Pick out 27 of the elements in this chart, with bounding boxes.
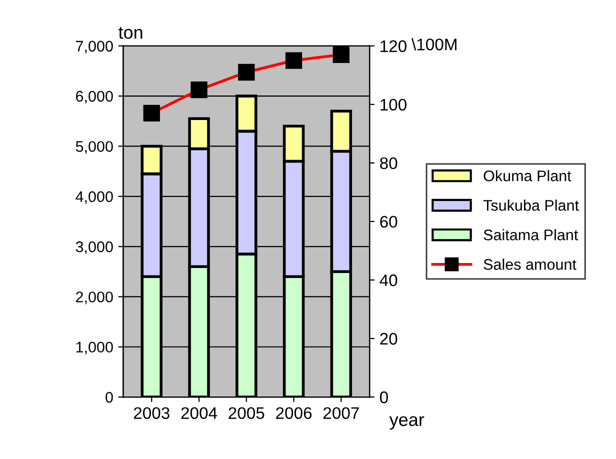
legend-label: Saitama Plant (484, 229, 578, 240)
x-tick-label: 2005 (228, 407, 264, 419)
y2-tick-label: 60 (380, 216, 398, 228)
y-tick-label: 6,000 (76, 90, 113, 104)
x-tick-label: 2006 (276, 407, 312, 419)
y2-tick-label: 0 (380, 391, 388, 404)
y2-tick-label: 80 (380, 157, 398, 170)
y-tick-label: 1,000 (76, 342, 113, 354)
y-tick-label: 4,000 (76, 191, 113, 204)
legend-label: Sales amount (484, 258, 576, 270)
y2-axis-title: \100M (411, 38, 456, 50)
y-tick-label: 7,000 (76, 40, 113, 54)
y-tick-label: 0 (106, 392, 113, 403)
y-axis-title: ton (118, 26, 142, 39)
y2-tick-label: 120 (380, 40, 406, 52)
legend-label: Okuma Plant (484, 170, 572, 182)
x-tick-label: 2004 (181, 407, 218, 419)
y-tick-label: 3,000 (76, 241, 113, 254)
y2-tick-label: 20 (380, 332, 398, 345)
x-tick-label: 2007 (323, 407, 359, 419)
legend-label: Tsukuba Plant (483, 200, 579, 211)
y2-tick-label: 100 (380, 98, 406, 111)
y-tick-label: 5,000 (76, 141, 113, 154)
x-axis-title: year (389, 416, 424, 430)
x-tick-label: 2003 (134, 407, 170, 419)
y-tick-label: 2,000 (76, 292, 113, 304)
y2-tick-label: 40 (380, 274, 398, 286)
